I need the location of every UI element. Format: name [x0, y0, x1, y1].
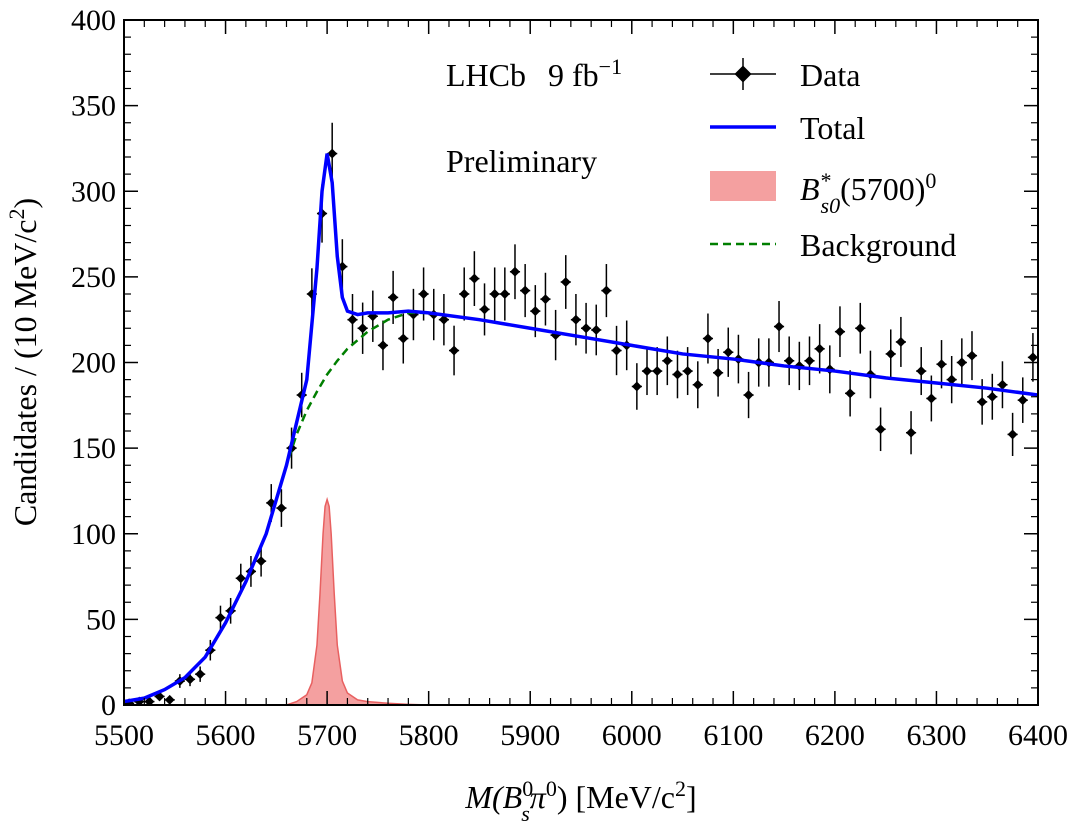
- x-tick-label: 6200: [805, 719, 865, 752]
- data-point: [601, 264, 612, 318]
- data-point: [895, 316, 906, 367]
- data-point: [875, 407, 886, 452]
- data-point: [448, 325, 460, 376]
- y-tick-label: 200: [71, 347, 116, 380]
- x-tick-label: 5700: [297, 719, 357, 752]
- data-point: [966, 331, 978, 381]
- y-tick-label: 50: [86, 603, 116, 636]
- data-point: [164, 694, 175, 705]
- legend-signal-swatch: [710, 171, 776, 201]
- data-point: [215, 605, 226, 630]
- data-point: [388, 270, 399, 324]
- preliminary-label: Preliminary: [446, 143, 597, 179]
- x-tick-label: 5500: [94, 719, 154, 752]
- x-tick-label: 5600: [196, 719, 256, 752]
- x-tick-label: 6100: [703, 719, 763, 752]
- y-tick-label: 150: [71, 432, 116, 465]
- legend: Data Total B* s0(5700)0 Background: [710, 57, 956, 263]
- data-point: [855, 302, 866, 354]
- data-point: [540, 272, 551, 326]
- data-point: [885, 329, 896, 379]
- data-point: [702, 313, 714, 364]
- y-tick-label: 350: [71, 90, 116, 123]
- data-point: [398, 313, 409, 364]
- data-point: [956, 338, 967, 387]
- data-point: [469, 251, 480, 306]
- data-point: [489, 267, 500, 321]
- y-tick-labels: 0 50 100 150 200 250 300 350 400: [71, 4, 116, 722]
- legend-total-label: Total: [800, 110, 865, 146]
- data-point: [997, 361, 1008, 409]
- experiment-label: LHCb 9 fb−1: [446, 54, 622, 94]
- data-point: [946, 355, 957, 404]
- data-point: [804, 336, 815, 386]
- data-point: [459, 267, 470, 321]
- data-point: [814, 324, 825, 374]
- data-point: [509, 244, 521, 300]
- data-point: [347, 294, 358, 346]
- data-point: [367, 290, 378, 342]
- data-point: [195, 666, 206, 682]
- data-point: [743, 371, 754, 419]
- signal-peak-area: [286, 496, 429, 705]
- data-point: [256, 545, 267, 577]
- x-tick-label: 5800: [399, 719, 459, 752]
- data-point: [641, 347, 653, 396]
- total-fit-curve: [124, 153, 1038, 704]
- data-point: [560, 255, 571, 309]
- x-tick-label: 5900: [500, 719, 560, 752]
- data-point: [611, 325, 622, 376]
- legend-data-label: Data: [800, 57, 860, 93]
- legend-background-label: Background: [800, 227, 956, 263]
- data-point: [1007, 412, 1018, 457]
- legend-signal-label: B* s0(5700)0: [800, 168, 936, 218]
- data-point: [1017, 377, 1028, 423]
- data-point: [692, 361, 703, 409]
- signal-area-layer: [286, 496, 429, 705]
- data-point: [905, 411, 917, 455]
- data-point: [652, 347, 663, 396]
- y-tick-label: 0: [101, 689, 116, 722]
- data-point: [936, 340, 947, 389]
- data-points-layer: [124, 122, 1038, 705]
- x-tick-labels: 5500 5600 5700 5800 5900 6000 6100 6200 6300 6400: [94, 719, 1068, 752]
- data-point: [520, 264, 531, 318]
- y-tick-label: 400: [71, 4, 116, 37]
- x-axis-title: M(B0 sπ0) [MeV/c2]: [464, 776, 696, 824]
- data-point: [479, 283, 490, 336]
- data-point: [408, 288, 419, 341]
- data-point: [550, 309, 561, 361]
- data-point: [845, 370, 856, 417]
- data-point: [672, 350, 683, 399]
- data-point: [987, 373, 998, 420]
- data-point: [276, 489, 287, 527]
- data-point: [591, 304, 602, 356]
- data-point: [834, 306, 846, 358]
- axis-ticks: [123, 19, 1039, 706]
- data-point: [438, 294, 449, 346]
- data-point: [499, 267, 510, 321]
- data-point: [784, 336, 795, 386]
- data-point: [631, 363, 642, 410]
- data-point: [377, 320, 389, 371]
- data-point: [235, 563, 246, 593]
- y-tick-label: 300: [71, 175, 116, 208]
- data-point: [916, 347, 927, 396]
- curves-layer: [124, 153, 1038, 704]
- data-point: [357, 302, 368, 354]
- data-point: [662, 336, 673, 386]
- y-tick-label: 100: [71, 518, 116, 551]
- data-point: [773, 301, 785, 353]
- x-tick-label: 6400: [1008, 719, 1068, 752]
- data-point: [723, 327, 734, 377]
- y-axis-title: Candidates / (10 MeV/c2): [4, 198, 44, 526]
- data-point: [581, 302, 592, 354]
- x-tick-label: 6000: [602, 719, 662, 752]
- y-tick-label: 250: [71, 261, 116, 294]
- data-point: [1027, 333, 1038, 382]
- x-tick-label: 6300: [906, 719, 966, 752]
- legend-data-marker: [710, 58, 776, 90]
- background-curve: [124, 311, 1038, 703]
